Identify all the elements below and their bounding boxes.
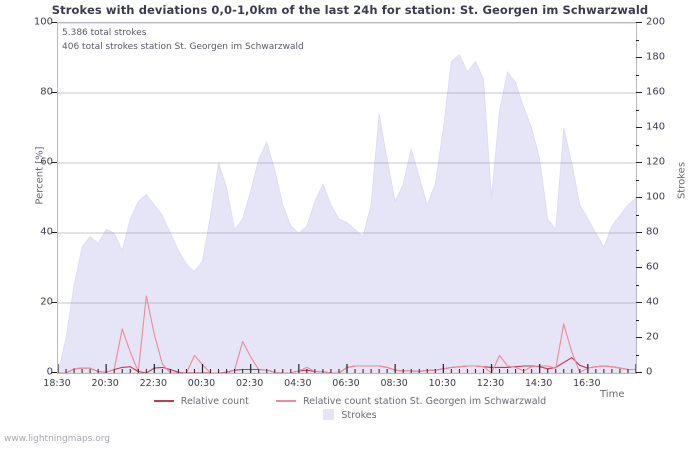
y-axis-right-minor-tick-mark [636,284,639,286]
x-axis-tick-label: 00:30 [187,378,216,389]
y-axis-left-tick-mark [52,372,57,373]
y-axis-left-tick-label: 100 [33,16,53,28]
y-axis-right-minor-tick-mark [636,354,639,356]
x-axis-label: Time [600,389,625,400]
y-axis-left-label: Percent [%] [34,146,46,205]
y-axis-right-tick-label: 40 [646,296,659,308]
x-axis-tick-label: 06:30 [332,378,360,389]
y-axis-right-minor-tick-mark [636,109,639,111]
x-axis-tick-label: 14:30 [524,378,553,389]
y-axis-right-minor-tick-mark [636,319,639,321]
y-axis-right-minor-tick-mark [636,214,639,216]
x-axis-tick-label: 02:30 [235,378,264,389]
legend-item-strokes[interactable]: Strokes [323,409,377,421]
y-axis-left-tick-label: 40 [40,226,53,238]
legend-label: Relative count station St. Georgen im Sc… [302,396,547,407]
y-axis-left-tick-mark [52,22,57,23]
y-axis-right-minor-tick-mark [636,249,639,251]
legend-row-secondary: Strokes [0,409,700,421]
legend-item-relative-count[interactable]: Relative count [153,396,249,407]
y-axis-left-tick-label: 0 [46,366,53,378]
y-axis-right-tick-mark [636,267,642,268]
y-axis-left-tick-mark [52,92,57,93]
y-axis-right-tick-label: 120 [646,156,666,168]
y-axis-right-minor-tick-mark [636,39,639,41]
y-axis-right-tick-mark [636,232,642,233]
plot-canvas [58,23,636,373]
x-axis-tick-label: 04:30 [284,378,312,389]
y-axis-right-tick-mark [636,302,642,303]
watermark: www.lightningmaps.org [4,434,110,444]
y-axis-left-tick-mark [52,162,57,163]
x-axis-tick-label: 12:30 [476,378,505,389]
legend-item-relative-count-station[interactable]: Relative count station St. Georgen im Sc… [275,396,547,407]
x-axis-tick-label: 10:30 [428,378,457,389]
legend-row-primary: Relative count Relative count station St… [0,396,700,407]
y-axis-left-tick-label: 60 [40,156,53,168]
y-axis-right-tick-label: 140 [646,121,666,133]
y-axis-right-tick-mark [636,92,642,93]
y-axis-left-tick-label: 80 [40,86,53,98]
y-axis-right-label: Strokes [676,161,688,200]
y-axis-right-tick-label: 20 [646,331,659,343]
series-area-strokes [58,53,636,373]
y-axis-left-tick-mark [52,302,57,303]
x-axis-tick-label: 08:30 [380,378,408,389]
y-axis-right-tick-label: 160 [646,86,666,98]
y-axis-right-minor-tick-mark [636,74,639,76]
y-axis-right-tick-mark [636,372,642,373]
y-axis-right-tick-label: 200 [646,16,666,28]
x-axis-tick-label: 16:30 [573,378,601,389]
y-axis-right-tick-mark [636,337,642,338]
y-axis-right-tick-mark [636,162,642,163]
annotation-station-strokes: 406 total strokes station St. Georgen im… [62,42,304,52]
legend-label: Relative count [180,396,249,407]
line-swatch-icon [275,399,296,402]
plot-area: 5.386 total strokes 406 total strokes st… [57,22,637,374]
y-axis-right-tick-mark [636,57,642,58]
x-axis-tick-label: 18:30 [43,378,71,389]
line-swatch-icon [153,399,174,402]
y-axis-right-minor-tick-mark [636,179,639,181]
y-axis-right-tick-label: 80 [646,226,659,238]
legend-label: Strokes [341,410,377,421]
y-axis-right-tick-mark [636,197,642,198]
area-swatch-icon [323,409,335,420]
y-axis-right-tick-label: 0 [646,366,653,378]
y-axis-right-minor-tick-mark [636,144,639,146]
y-axis-right-tick-label: 60 [646,261,659,273]
y-axis-right-tick-mark [636,127,642,128]
x-axis-tick-label: 22:30 [139,378,168,389]
x-axis-tick-label: 20:30 [91,378,119,389]
y-axis-left-tick-mark [52,232,57,233]
y-axis-right-tick-label: 100 [646,191,666,203]
y-axis-left-tick-label: 20 [40,296,53,308]
y-axis-right-tick-mark [636,22,642,23]
page-title: Strokes with deviations 0,0-1,0km of the… [51,3,649,17]
y-axis-right-tick-label: 180 [646,51,666,63]
annotation-total-strokes: 5.386 total strokes [62,28,147,38]
